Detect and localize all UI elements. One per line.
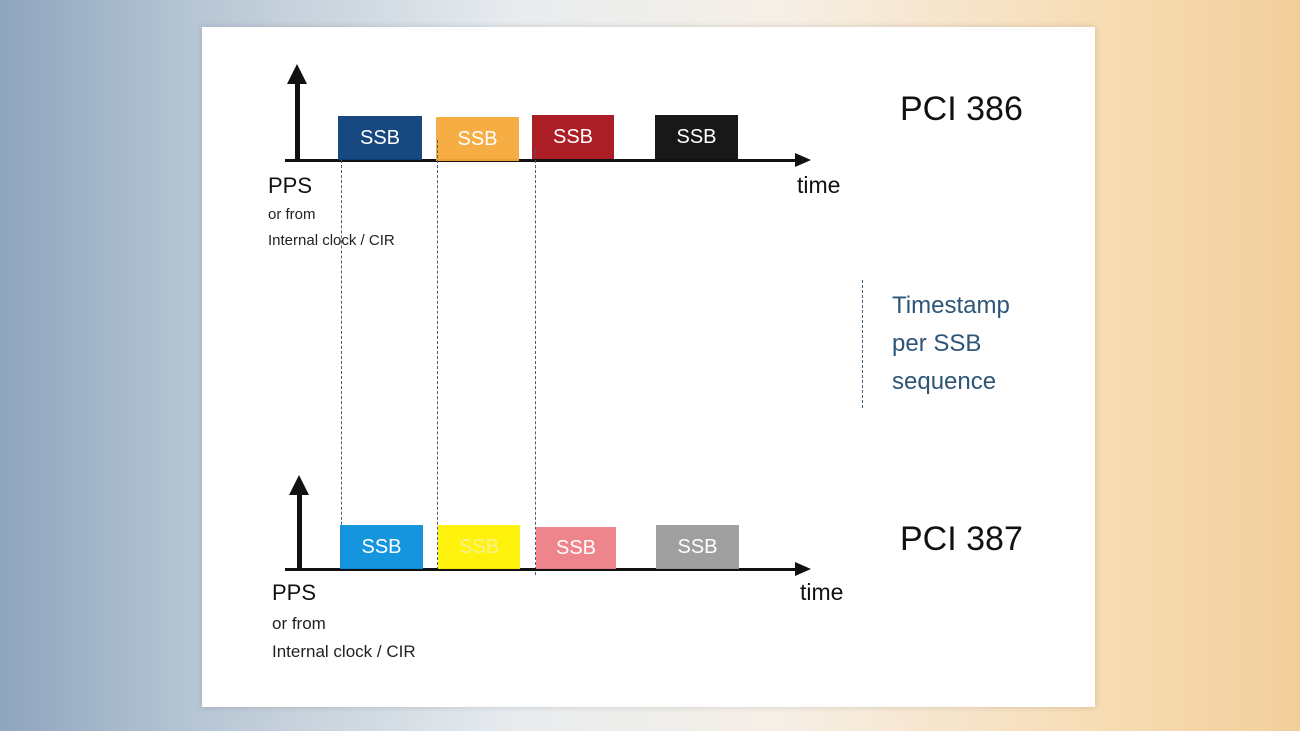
top-pps-arrowhead xyxy=(287,64,307,84)
annotation-line-2: per SSB xyxy=(892,330,982,357)
alignment-line-2 xyxy=(437,140,438,570)
top-ssb-2: SSB xyxy=(436,117,519,161)
bottom-time-axis xyxy=(285,568,797,571)
top-or-from: or from xyxy=(268,206,316,223)
bottom-internal-clock: Internal clock / CIR xyxy=(272,642,416,661)
top-ssb-3: SSB xyxy=(532,115,614,159)
annotation-line xyxy=(862,280,863,408)
top-axis-arrowhead xyxy=(795,153,811,167)
top-ssb-1: SSB xyxy=(338,116,422,160)
bottom-ssb-2: SSB xyxy=(438,525,520,569)
bottom-pps-arrowhead xyxy=(289,475,309,495)
bottom-ssb-3: SSB xyxy=(536,527,616,569)
timestamp-annotation: Timestamp per SSB sequence xyxy=(892,287,1010,401)
bottom-pps-arrow xyxy=(297,493,302,570)
bottom-pps-label: PPS xyxy=(272,580,317,605)
top-pps-label: PPS xyxy=(268,173,313,198)
top-ssb-4: SSB xyxy=(655,115,738,159)
top-pps-arrow xyxy=(295,82,300,160)
alignment-line-1 xyxy=(341,160,342,570)
bottom-ssb-4: SSB xyxy=(656,525,739,569)
top-internal-clock: Internal clock / CIR xyxy=(268,232,395,249)
bottom-ssb-1: SSB xyxy=(340,525,423,569)
annotation-line-3: sequence xyxy=(892,368,997,395)
top-pci-title: PCI 386 xyxy=(900,90,1023,128)
top-axis-label: time xyxy=(797,172,841,198)
alignment-line-3 xyxy=(535,150,536,575)
bottom-axis-arrowhead xyxy=(795,562,811,576)
bottom-or-from: or from xyxy=(272,614,326,633)
bottom-axis-label: time xyxy=(800,579,844,605)
bottom-pci-title: PCI 387 xyxy=(900,520,1023,558)
annotation-line-1: Timestamp xyxy=(892,292,1010,319)
top-time-axis xyxy=(285,159,797,162)
